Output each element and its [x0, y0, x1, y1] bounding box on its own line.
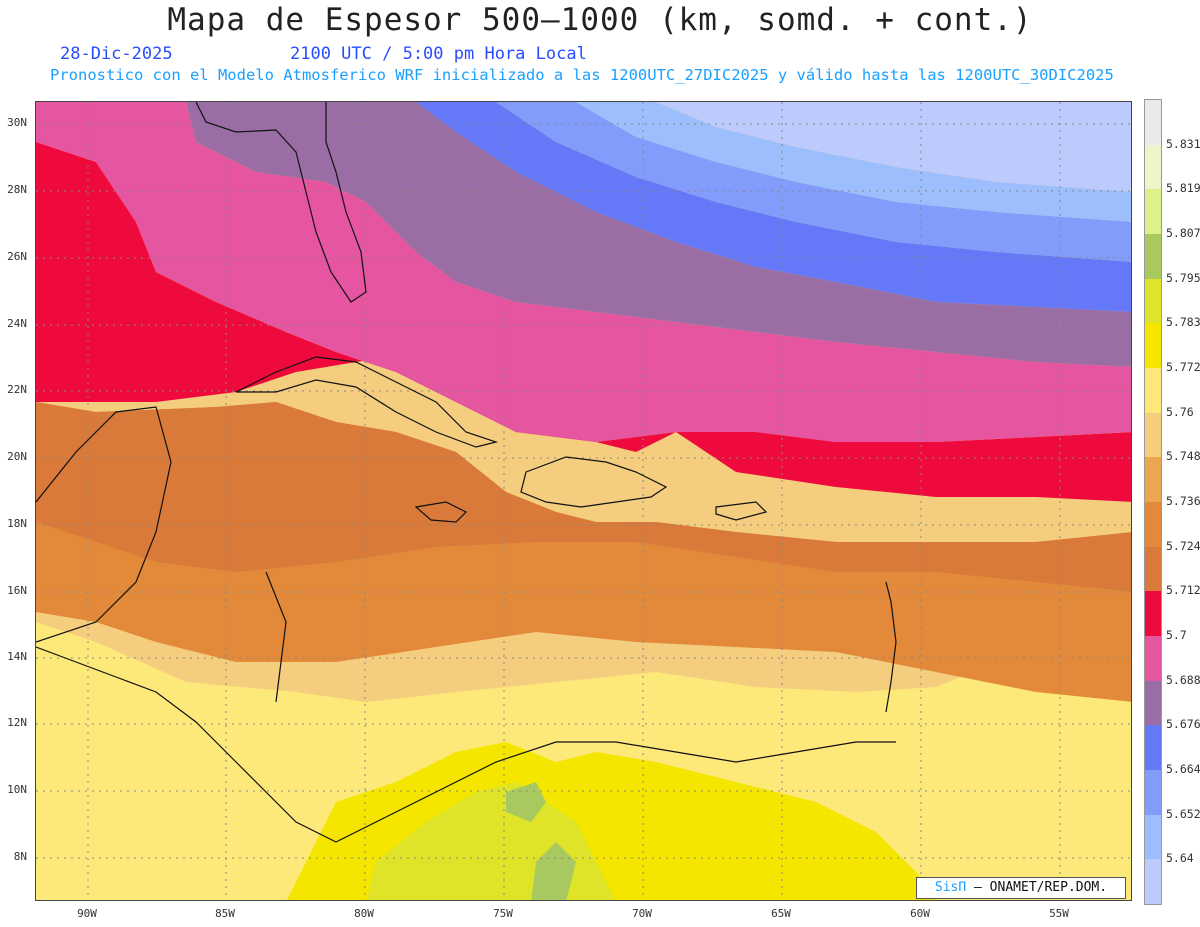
colorbar-segment [1145, 323, 1161, 369]
coastlines [36, 102, 897, 843]
colorbar-segment [1145, 814, 1161, 860]
colorbar-label: 5.795 [1166, 270, 1200, 285]
lat-label: 24N [7, 317, 27, 330]
forecast-time: 2100 UTC / 5:00 pm Hora Local [290, 44, 587, 64]
colorbar-segment [1145, 546, 1161, 592]
band-5795-a [506, 782, 546, 822]
band-5688 [186, 102, 1131, 367]
colorbar-segment [1145, 636, 1161, 682]
colorbar [1144, 99, 1162, 905]
lon-label: 60W [910, 907, 930, 920]
central-south-america-coast [36, 646, 896, 843]
colorbar-segment [1145, 234, 1161, 280]
lon-label: 80W [354, 907, 374, 920]
colorbar-segment [1145, 278, 1161, 324]
colorbar-label: 5.676 [1166, 717, 1200, 732]
band-5664 [496, 102, 1131, 262]
sis-brand: SisΠ [934, 880, 967, 895]
colorbar-label: 5.807 [1166, 226, 1200, 240]
band-5640 [656, 102, 1131, 192]
colorbar-segment [1145, 502, 1161, 548]
band-5724 [36, 402, 1131, 592]
band-5676 [416, 102, 1131, 312]
lat-label: 16N [7, 584, 27, 597]
colorbar-label: 5.748 [1166, 449, 1200, 464]
lat-label: 14N [7, 650, 27, 663]
colorbar-segment [1145, 859, 1161, 905]
puerto-rico-coast [715, 501, 768, 521]
lat-label: 30N [7, 116, 27, 129]
colorbar-label: 5.688 [1166, 672, 1200, 687]
lon-label: 75W [493, 907, 513, 920]
colorbar-segment [1145, 770, 1161, 816]
florida-coast [195, 102, 367, 303]
band-5700 [36, 102, 1131, 442]
colorbar-segment [1145, 680, 1161, 726]
colorbar-label: 5.7 [1166, 628, 1187, 642]
lat-label: 20N [7, 450, 27, 463]
thickness-map [35, 101, 1132, 901]
hispaniola-coast [520, 456, 668, 508]
cuba-coast [235, 356, 499, 448]
colorbar-label: 5.664 [1166, 762, 1200, 776]
nicaragua-coast [265, 571, 287, 703]
colorbar-label: 5.724 [1166, 538, 1200, 553]
colorbar-segment [1145, 591, 1161, 637]
lon-label: 70W [632, 907, 652, 920]
lat-label: 10N [7, 783, 27, 796]
lat-label: 22N [7, 383, 27, 396]
band-5712 [36, 142, 1131, 502]
colorbar-label: 5.712 [1166, 583, 1200, 598]
colorbar-label: 5.831 [1166, 136, 1200, 151]
colorbar-label: 5.76 [1166, 404, 1194, 419]
credit-text: – ONAMET/REP.DOM. [974, 880, 1108, 895]
colorbar-segment [1145, 457, 1161, 503]
lon-label: 90W [77, 907, 97, 920]
lon-label: 85W [215, 907, 235, 920]
lat-label: 18N [7, 517, 27, 530]
band-5795-b [531, 842, 576, 900]
thickness-map-canvas [36, 102, 1131, 900]
lon-label: 55W [1049, 907, 1069, 920]
lesser-antilles [885, 581, 897, 713]
colorbar-label: 5.819 [1166, 181, 1200, 196]
lon-label: 65W [771, 907, 791, 920]
graticule [36, 102, 1131, 900]
colorbar-segment [1145, 100, 1161, 146]
colorbar-label: 5.772 [1166, 360, 1200, 374]
lat-label: 8N [13, 850, 27, 863]
colorbar-segment [1145, 144, 1161, 190]
colorbar-segment [1145, 412, 1161, 458]
lat-label: 28N [7, 183, 27, 196]
colorbar-segment [1145, 189, 1161, 235]
credit-box: SisΠ – ONAMET/REP.DOM. [916, 877, 1126, 899]
colorbar-segment [1145, 368, 1161, 414]
colorbar-label: 5.736 [1166, 494, 1200, 508]
forecast-date: 28-Dic-2025 [60, 44, 173, 64]
colorbar-segment [1145, 725, 1161, 771]
yucatan-coast [36, 406, 172, 643]
lat-label: 26N [7, 250, 27, 263]
lat-label: 12N [7, 716, 27, 729]
model-subtitle: Pronostico con el Modelo Atmosferico WRF… [50, 66, 1114, 84]
band-5652 [576, 102, 1131, 222]
jamaica-coast [414, 501, 468, 523]
colorbar-label: 5.64 [1166, 851, 1194, 866]
map-title: Mapa de Espesor 500–1000 (km, somd. + co… [167, 2, 1033, 38]
colorbar-label: 5.783 [1166, 315, 1200, 330]
colorbar-label: 5.652 [1166, 806, 1200, 821]
